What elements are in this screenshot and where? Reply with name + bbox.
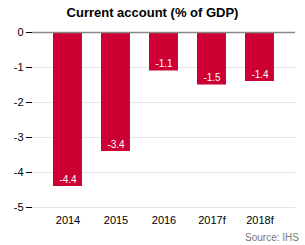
svg-text:-3: -3 — [14, 131, 24, 143]
svg-text:-1.1: -1.1 — [155, 58, 173, 69]
svg-text:-2: -2 — [14, 96, 24, 108]
svg-text:2016: 2016 — [152, 214, 176, 226]
svg-text:2014: 2014 — [56, 214, 80, 226]
svg-text:0: 0 — [17, 26, 23, 38]
html-text:Current account (% of GDP): Current account (% of GDP) — [66, 5, 239, 20]
svg-text:-1.5: -1.5 — [203, 72, 221, 83]
svg-text:-4.4: -4.4 — [59, 174, 77, 185]
svg-text:-3.4: -3.4 — [107, 139, 125, 150]
svg-text:2018f: 2018f — [246, 214, 274, 226]
svg-text:-1.4: -1.4 — [251, 69, 269, 80]
svg-text:2017f: 2017f — [198, 214, 226, 226]
svg-text:-4: -4 — [14, 166, 24, 178]
svg-text:2015: 2015 — [104, 214, 128, 226]
svg-text:-5: -5 — [14, 201, 24, 213]
svg-text:-1: -1 — [14, 61, 24, 73]
html-text:Source: IHS: Source: IHS — [245, 232, 299, 243]
